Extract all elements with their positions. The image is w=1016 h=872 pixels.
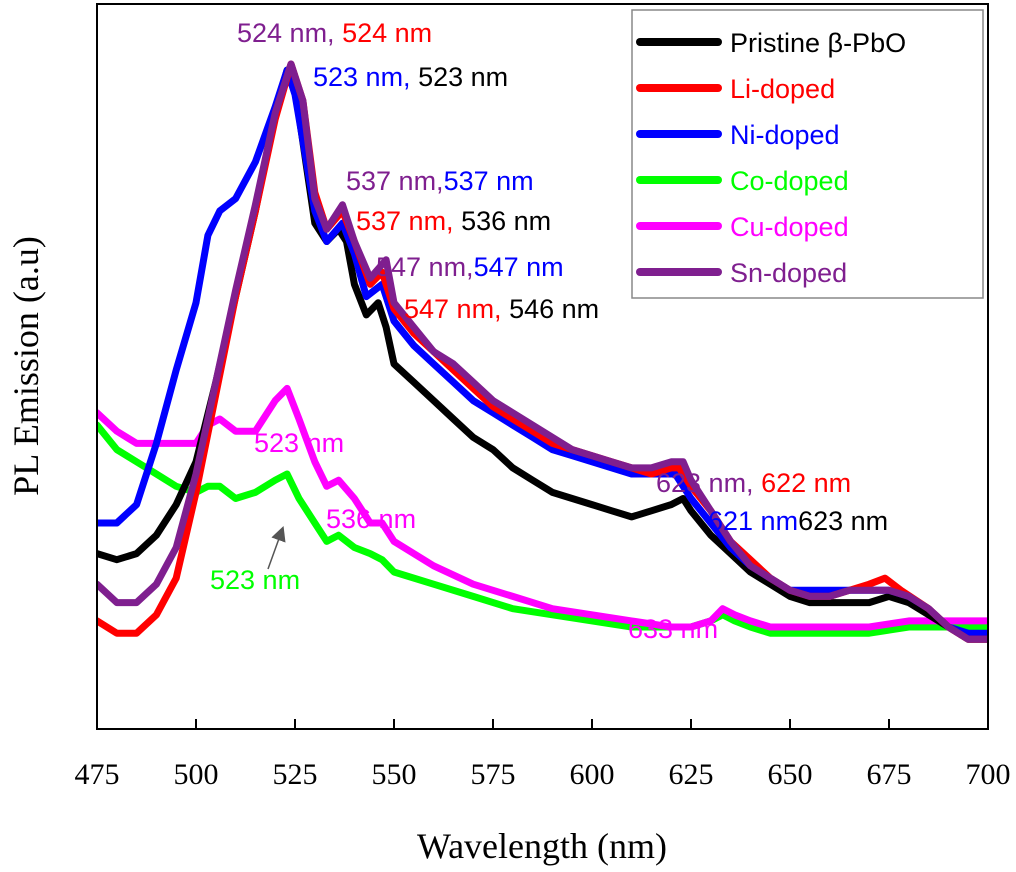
peak-annotation-4: 547 nm,547 nm xyxy=(376,252,564,282)
x-tick-label-575: 575 xyxy=(471,758,516,791)
legend-label-1: Li-doped xyxy=(730,74,835,104)
peak-annotation-5: 547 nm, 546 nm xyxy=(404,294,599,324)
peak-annotation-10: 523 nm xyxy=(210,565,300,595)
peak-annotation-1: 523 nm, 523 nm xyxy=(313,62,508,92)
x-tick-label-700: 700 xyxy=(966,758,1011,791)
x-tick-label-675: 675 xyxy=(867,758,912,791)
x-tick-label-475: 475 xyxy=(75,758,120,791)
x-tick-label-600: 600 xyxy=(570,758,615,791)
co-peak-arrow xyxy=(267,525,286,570)
series-layer xyxy=(97,60,988,643)
x-tick-label-625: 625 xyxy=(669,758,714,791)
legend-label-5: Sn-doped xyxy=(730,258,847,288)
x-tick-label-650: 650 xyxy=(768,758,813,791)
peak-annotations: 524 nm, 524 nm 523 nm, 523 nm 537 nm,537 n… xyxy=(210,18,888,644)
peak-annotation-8: 523 nm xyxy=(254,428,344,458)
peak-annotation-9: 536 nm xyxy=(326,504,416,534)
y-axis-title: PL Emission (a.u) xyxy=(6,236,46,496)
legend-label-3: Co-doped xyxy=(730,166,849,196)
legend-label-2: Ni-doped xyxy=(730,120,840,150)
series-line-sn-doped xyxy=(97,60,988,643)
series-line-ni-doped xyxy=(97,66,988,637)
x-tick-label-500: 500 xyxy=(174,758,219,791)
x-axis-title: Wavelength (nm) xyxy=(417,826,667,866)
x-tick-label-550: 550 xyxy=(372,758,417,791)
x-tick-label-525: 525 xyxy=(273,758,318,791)
legend-label-0: Pristine β-PbO xyxy=(730,28,906,58)
peak-annotation-7: 621 nm623 nm xyxy=(708,506,888,536)
peak-annotation-11: 633 nm xyxy=(628,614,718,644)
peak-annotation-0: 524 nm, 524 nm xyxy=(237,18,432,48)
peak-annotation-2: 537 nm,537 nm xyxy=(346,166,534,196)
legend-label-4: Cu-doped xyxy=(730,212,849,242)
series-line-co-doped xyxy=(97,421,988,637)
legend: Pristine β-PbO Li-doped Ni-doped Co-doped Cu… xyxy=(631,9,984,299)
plot-frame xyxy=(96,3,989,730)
x-axis: 475 500 525 550 575 600 625 650 675 700 xyxy=(75,719,1011,791)
peak-annotation-3: 537 nm, 536 nm xyxy=(356,206,551,236)
legend-frame xyxy=(631,9,984,299)
peak-annotation-6: 623 nm, 622 nm xyxy=(656,468,851,498)
